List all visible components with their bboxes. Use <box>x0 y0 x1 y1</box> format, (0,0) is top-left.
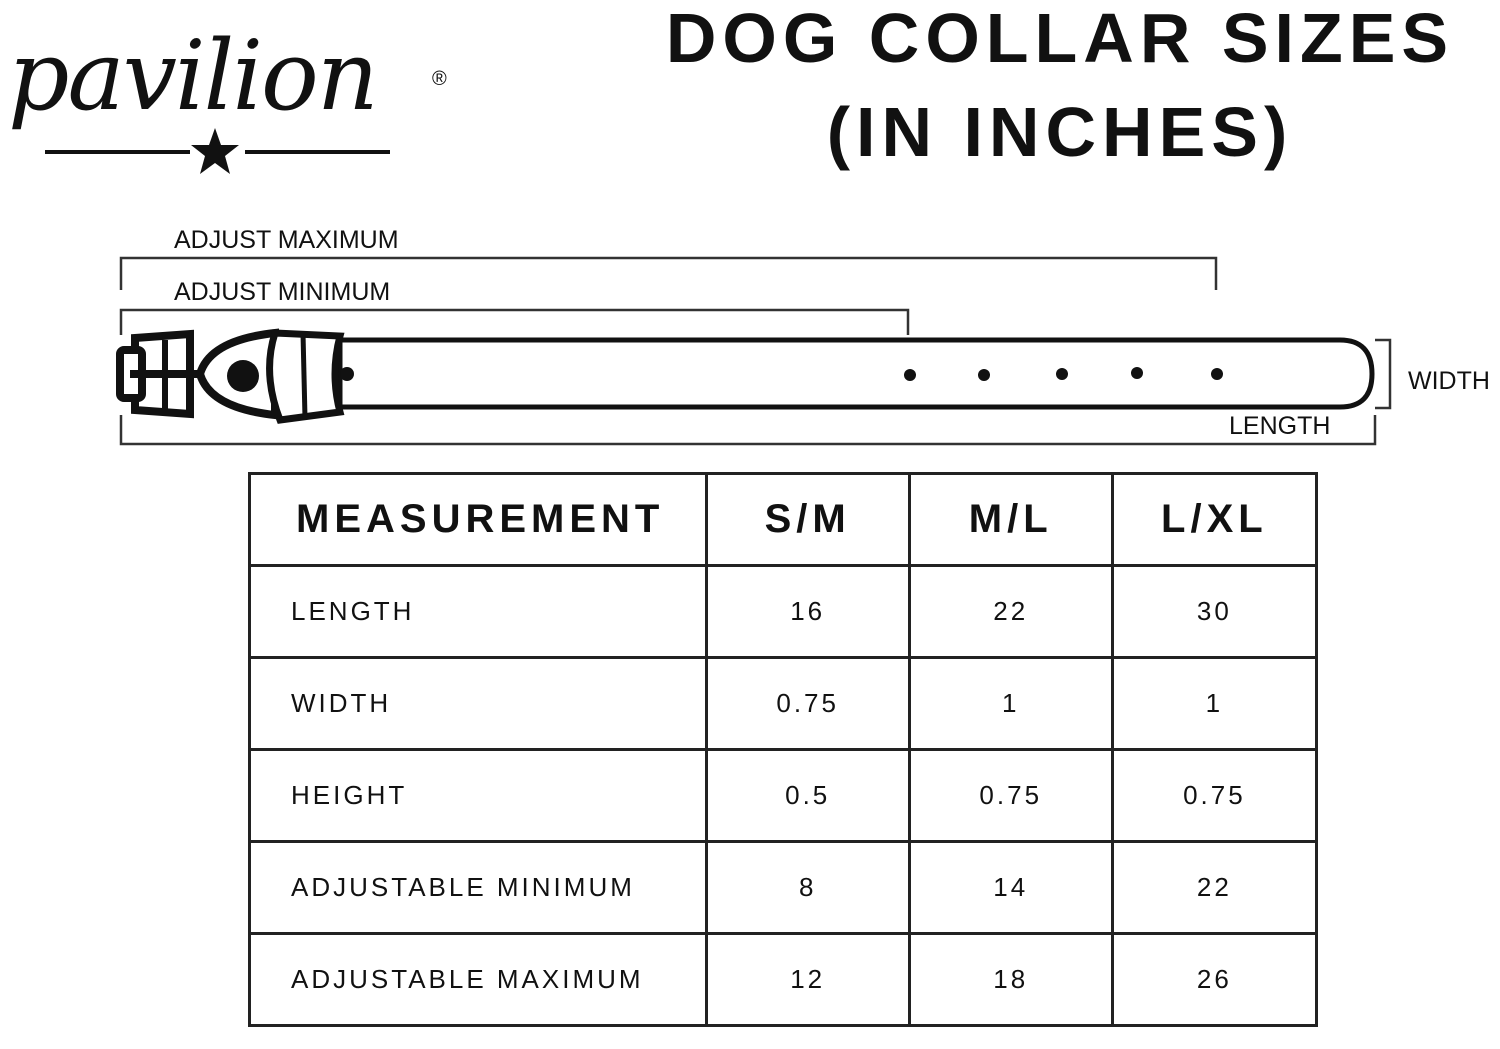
collar-holes <box>904 367 1223 381</box>
row-label: ADJUSTABLE MAXIMUM <box>248 932 708 1027</box>
cell: 22 <box>1110 840 1319 935</box>
header-ml: M/L <box>907 472 1114 567</box>
page-title: DOG COLLAR SIZES <box>665 0 1455 77</box>
cell: 8 <box>704 840 911 935</box>
header-measurement: MEASUREMENT <box>248 472 708 567</box>
header-sm: S/M <box>704 472 911 567</box>
collar-icon <box>116 328 1375 424</box>
adjust-maximum-label: ADJUST MAXIMUM <box>174 226 399 254</box>
table-row: WIDTH 0.75 1 1 <box>248 656 1319 751</box>
header-lxl: L/XL <box>1110 472 1319 567</box>
table-header-row: MEASUREMENT S/M M/L L/XL <box>248 472 1319 567</box>
cell: 0.5 <box>704 748 911 843</box>
cell: 16 <box>704 564 911 659</box>
pavilion-logo: pavilion ® <box>0 0 470 190</box>
cell: 14 <box>907 840 1114 935</box>
length-bracket <box>119 415 1377 446</box>
table-row: LENGTH 16 22 30 <box>248 564 1319 659</box>
cell: 0.75 <box>907 748 1114 843</box>
cell: 0.75 <box>1110 748 1319 843</box>
cell: 30 <box>1110 564 1319 659</box>
table-row: ADJUSTABLE MAXIMUM 12 18 26 <box>248 932 1319 1027</box>
cell: 18 <box>907 932 1114 1027</box>
row-label: ADJUSTABLE MINIMUM <box>248 840 708 935</box>
cell: 22 <box>907 564 1114 659</box>
collar-diagram <box>116 256 1392 446</box>
width-bracket <box>1375 338 1392 410</box>
size-table: MEASUREMENT S/M M/L L/XL LENGTH 16 22 30… <box>248 472 1319 1027</box>
adjust-minimum-label: ADJUST MINIMUM <box>174 278 391 306</box>
table-row: ADJUSTABLE MINIMUM 8 14 22 <box>248 840 1319 935</box>
cell: 0.75 <box>704 656 911 751</box>
width-label: WIDTH <box>1408 367 1490 395</box>
cell: 12 <box>704 932 911 1027</box>
logo-wordmark: pavilion <box>8 20 379 132</box>
row-label: HEIGHT <box>248 748 708 843</box>
cell: 1 <box>1110 656 1319 751</box>
row-label: LENGTH <box>248 564 708 659</box>
cell: 1 <box>907 656 1114 751</box>
star-divider-icon <box>45 128 390 174</box>
registered-mark: ® <box>432 68 447 90</box>
adjust-maximum-bracket <box>119 256 1218 290</box>
cell: 26 <box>1110 932 1319 1027</box>
adjust-minimum-bracket <box>119 308 910 335</box>
page-subtitle: (IN INCHES) <box>826 93 1294 171</box>
length-label: LENGTH <box>1229 412 1331 440</box>
row-label: WIDTH <box>248 656 708 751</box>
table-row: HEIGHT 0.5 0.75 0.75 <box>248 748 1319 843</box>
